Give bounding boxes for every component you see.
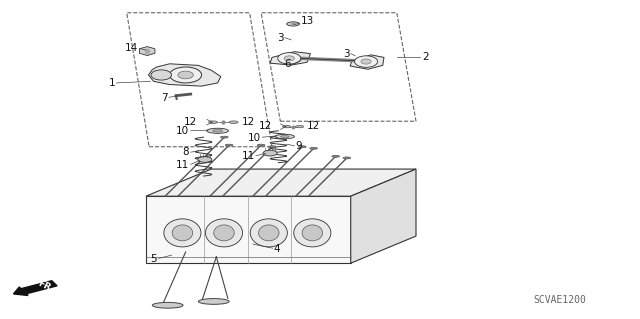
Ellipse shape bbox=[287, 22, 300, 26]
Ellipse shape bbox=[250, 219, 287, 247]
Ellipse shape bbox=[214, 225, 234, 241]
Circle shape bbox=[170, 67, 202, 83]
Text: 12: 12 bbox=[242, 117, 255, 127]
Ellipse shape bbox=[280, 136, 289, 137]
Text: 3: 3 bbox=[277, 33, 284, 43]
Text: 4: 4 bbox=[274, 244, 280, 254]
Ellipse shape bbox=[343, 157, 351, 159]
Ellipse shape bbox=[282, 125, 291, 128]
Ellipse shape bbox=[212, 130, 223, 132]
Ellipse shape bbox=[259, 225, 279, 241]
Text: 8: 8 bbox=[182, 147, 189, 157]
Text: 6: 6 bbox=[284, 59, 291, 70]
Ellipse shape bbox=[207, 128, 228, 133]
Text: 13: 13 bbox=[301, 16, 314, 26]
Text: 10: 10 bbox=[248, 133, 261, 143]
FancyArrow shape bbox=[13, 281, 57, 295]
Ellipse shape bbox=[209, 121, 218, 123]
Text: 1: 1 bbox=[109, 78, 115, 88]
Text: FR.: FR. bbox=[36, 279, 56, 294]
Polygon shape bbox=[146, 196, 351, 263]
Ellipse shape bbox=[294, 219, 331, 247]
Ellipse shape bbox=[205, 219, 243, 247]
Text: 9: 9 bbox=[296, 141, 302, 151]
Ellipse shape bbox=[257, 144, 265, 146]
Ellipse shape bbox=[172, 225, 193, 241]
Ellipse shape bbox=[198, 157, 212, 162]
Text: 11: 11 bbox=[241, 151, 255, 161]
Ellipse shape bbox=[310, 147, 317, 149]
Text: 12: 12 bbox=[307, 121, 321, 131]
Ellipse shape bbox=[152, 302, 183, 308]
Ellipse shape bbox=[275, 134, 294, 139]
Polygon shape bbox=[350, 55, 384, 69]
Text: 14: 14 bbox=[124, 43, 138, 54]
Polygon shape bbox=[148, 64, 221, 86]
Ellipse shape bbox=[198, 299, 229, 304]
Ellipse shape bbox=[269, 146, 276, 148]
Ellipse shape bbox=[263, 150, 277, 156]
Circle shape bbox=[355, 56, 378, 67]
Polygon shape bbox=[146, 169, 416, 196]
Text: 12: 12 bbox=[259, 121, 272, 131]
Text: 12: 12 bbox=[184, 117, 197, 127]
Text: 2: 2 bbox=[422, 52, 429, 63]
Circle shape bbox=[151, 70, 172, 80]
Ellipse shape bbox=[225, 144, 233, 146]
Ellipse shape bbox=[332, 155, 339, 157]
Polygon shape bbox=[351, 169, 416, 263]
Ellipse shape bbox=[229, 121, 238, 123]
Circle shape bbox=[178, 71, 193, 79]
Text: 5: 5 bbox=[150, 254, 157, 264]
Ellipse shape bbox=[302, 225, 323, 241]
Text: 10: 10 bbox=[175, 126, 189, 136]
Text: 3: 3 bbox=[343, 48, 349, 59]
Ellipse shape bbox=[299, 146, 307, 148]
Ellipse shape bbox=[164, 219, 201, 247]
Text: 11: 11 bbox=[176, 160, 189, 170]
Ellipse shape bbox=[296, 125, 304, 128]
Ellipse shape bbox=[220, 136, 228, 138]
Circle shape bbox=[278, 53, 301, 64]
Polygon shape bbox=[270, 52, 310, 65]
Text: SCVAE1200: SCVAE1200 bbox=[534, 295, 586, 305]
Circle shape bbox=[284, 56, 294, 61]
Circle shape bbox=[361, 59, 371, 64]
Text: 7: 7 bbox=[161, 93, 168, 103]
